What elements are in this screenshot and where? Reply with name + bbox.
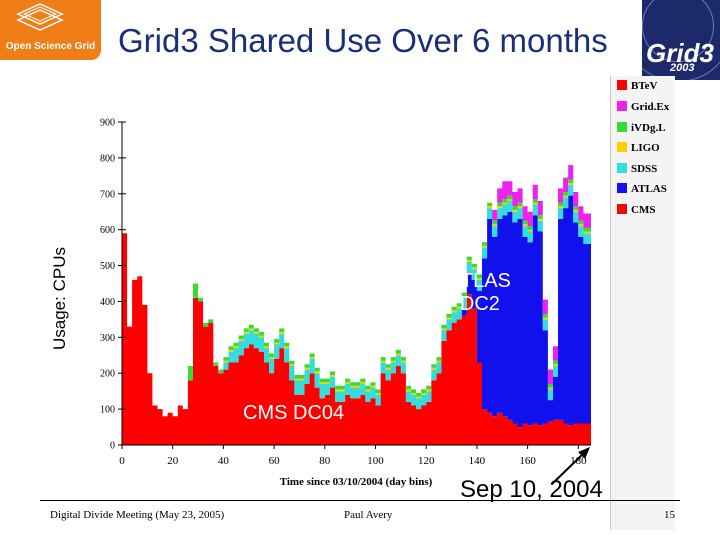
y-tick-label-200: 200: [100, 369, 115, 380]
legend-label-atlas: ATLAS: [631, 183, 667, 195]
y-tick-label-100: 100: [100, 405, 115, 416]
legend-label-ivdgl: iVDg.L: [631, 122, 666, 134]
series-area-atlas: [122, 195, 591, 428]
footer-divider: [40, 500, 680, 501]
grid3-logo: Grid3 2003: [642, 0, 720, 80]
legend-item-ivdgl: iVDg.L: [617, 122, 666, 136]
x-tick-label-60: 60: [269, 455, 281, 467]
legend: BTeV Grid.Ex iVDg.L LIGO SDSS ATLAS CMS: [610, 76, 675, 530]
y-tick-label-300: 300: [100, 333, 115, 344]
legend-swatch-atlas: [617, 183, 627, 193]
date-annotation: Sep 10, 2004: [460, 476, 603, 503]
atlas-annotation-line2: DC2: [459, 293, 500, 315]
y-tick-label-500: 500: [100, 261, 115, 272]
legend-item-sdss: SDSS: [617, 163, 657, 177]
footer-page-number: 15: [664, 509, 675, 521]
x-tick-label-0: 0: [119, 455, 125, 467]
legend-item-btev: BTeV: [617, 80, 658, 94]
footer-meeting: Digital Divide Meeting (May 23, 2005): [50, 509, 225, 521]
x-tick-label-40: 40: [218, 455, 230, 467]
grid3-logo-arc-inner: [642, 0, 714, 62]
x-tick-label-160: 160: [519, 455, 536, 467]
atlas-annotation-line1: ATLAS: [449, 270, 511, 292]
x-tick-label-120: 120: [418, 455, 435, 467]
legend-swatch-cms: [617, 204, 627, 214]
legend-swatch-gridex: [617, 101, 627, 111]
footer-author: Paul Avery: [344, 509, 393, 521]
legend-label-btev: BTeV: [631, 80, 658, 92]
legend-label-sdss: SDSS: [631, 163, 658, 175]
osg-logo: Open Science Grid: [0, 0, 101, 60]
x-tick-label-80: 80: [319, 455, 331, 467]
atlas-dc2-annotation: ATLAS DC2: [449, 270, 511, 316]
slide-title: Grid3 Shared Use Over 6 months: [118, 22, 608, 59]
y-tick-label-600: 600: [100, 225, 115, 236]
osg-logo-text: Open Science Grid: [5, 41, 96, 52]
legend-label-gridex: Grid.Ex: [631, 101, 670, 113]
osg-grid-icon: [16, 3, 64, 31]
legend-item-atlas: ATLAS: [617, 183, 667, 197]
grid3-logo-text: Grid3: [646, 38, 714, 68]
legend-item-gridex: Grid.Ex: [617, 101, 669, 115]
x-tick-label-100: 100: [367, 455, 384, 467]
date-arrow-head: [578, 447, 590, 459]
cms-dc04-annotation: CMS DC04: [243, 402, 345, 424]
y-tick-label-800: 800: [100, 153, 115, 164]
legend-swatch-sdss: [617, 163, 627, 173]
series-area-cms: [122, 233, 591, 445]
legend-label-cms: CMS: [631, 204, 656, 216]
legend-item-cms: CMS: [617, 204, 655, 218]
y-tick-label-0: 0: [110, 441, 115, 452]
x-tick-label-180: 180: [570, 455, 587, 467]
date-arrow-line: [551, 451, 586, 485]
x-tick-label-140: 140: [469, 455, 486, 467]
legend-label-ligo: LIGO: [631, 142, 660, 154]
y-tick-label-900: 900: [100, 118, 115, 129]
legend-swatch-ligo: [617, 142, 627, 152]
legend-swatch-btev: [617, 80, 627, 90]
legend-item-ligo: LIGO: [617, 142, 660, 156]
x-tick-label-20: 20: [167, 455, 179, 467]
grid3-logo-year: 2003: [670, 62, 695, 74]
legend-swatch-ivdgl: [617, 122, 627, 132]
y-tick-label-700: 700: [100, 189, 115, 200]
x-axis-label: Time since 03/10/2004 (day bins): [280, 476, 433, 488]
y-tick-label-400: 400: [100, 297, 115, 308]
